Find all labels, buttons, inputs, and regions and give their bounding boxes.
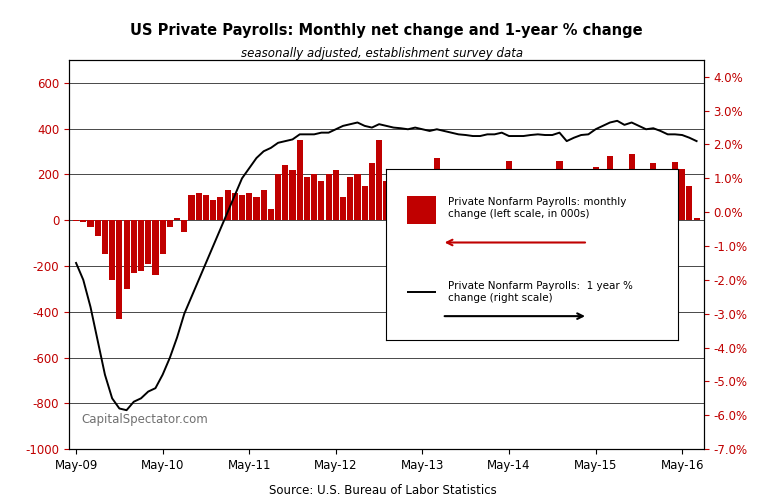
Bar [217, 197, 223, 220]
Bar [311, 174, 317, 220]
Bar [239, 195, 245, 220]
Bar [636, 199, 642, 220]
Bar [289, 170, 295, 220]
Bar [73, 220, 79, 221]
Bar [109, 220, 116, 279]
Bar [275, 174, 282, 220]
Bar [484, 170, 490, 220]
Bar [181, 220, 187, 232]
Bar [390, 200, 396, 220]
Bar [369, 163, 375, 220]
Bar [528, 174, 534, 220]
Bar [326, 174, 332, 220]
Bar [167, 220, 173, 227]
Bar [138, 220, 144, 270]
Bar [232, 193, 238, 220]
Bar [600, 172, 606, 220]
Bar [282, 165, 288, 220]
Bar [607, 156, 613, 220]
Bar [116, 220, 122, 318]
Bar [549, 182, 555, 220]
Bar [585, 170, 591, 220]
Bar [448, 178, 454, 220]
Bar [376, 140, 382, 220]
Bar [80, 220, 86, 223]
Bar [188, 195, 194, 220]
Text: seasonally adjusted, establishment survey data: seasonally adjusted, establishment surve… [242, 47, 523, 60]
Bar [564, 204, 570, 220]
Bar [398, 182, 404, 220]
Bar [614, 174, 620, 220]
Bar [196, 193, 202, 220]
Bar [513, 170, 519, 220]
Bar [333, 170, 339, 220]
Bar [535, 170, 541, 220]
Bar [152, 220, 158, 275]
Bar [102, 220, 108, 254]
Bar [593, 168, 599, 220]
Bar [499, 179, 505, 220]
Bar [340, 197, 346, 220]
Bar [520, 176, 526, 220]
Bar [87, 220, 93, 227]
Text: CapitalSpectator.com: CapitalSpectator.com [82, 413, 208, 426]
Bar [318, 181, 324, 220]
Bar [174, 218, 180, 220]
Bar [297, 140, 303, 220]
Bar [253, 197, 259, 220]
Bar [542, 178, 549, 220]
Bar [629, 154, 635, 220]
Bar [160, 220, 166, 254]
Bar [347, 177, 353, 220]
Bar [571, 172, 577, 220]
Bar [131, 220, 137, 273]
Bar [491, 176, 497, 220]
Bar [679, 169, 685, 220]
Bar [210, 200, 216, 220]
Bar [578, 174, 584, 220]
Bar [304, 177, 310, 220]
Bar [556, 161, 562, 220]
Bar [123, 220, 129, 289]
Bar [650, 163, 656, 220]
Bar [694, 218, 700, 220]
Bar [506, 161, 512, 220]
Bar [621, 176, 627, 220]
Bar [441, 174, 447, 220]
Bar [261, 191, 267, 220]
Bar [383, 181, 389, 220]
Bar [427, 170, 433, 220]
Bar [246, 193, 252, 220]
Bar [268, 209, 274, 220]
Bar [643, 177, 649, 220]
Title: US Private Payrolls: Monthly net change and 1-year % change: US Private Payrolls: Monthly net change … [130, 23, 643, 38]
Bar [145, 220, 151, 263]
Text: Source: U.S. Bureau of Labor Statistics: Source: U.S. Bureau of Labor Statistics [269, 484, 496, 497]
Bar [203, 195, 209, 220]
Bar [405, 178, 411, 220]
Bar [412, 180, 418, 220]
Bar [419, 179, 425, 220]
Bar [477, 178, 483, 220]
Bar [224, 191, 231, 220]
Bar [95, 220, 101, 236]
Bar [665, 184, 671, 220]
Bar [470, 178, 476, 220]
Bar [657, 171, 663, 220]
Bar [434, 158, 440, 220]
Bar [455, 182, 461, 220]
Bar [354, 174, 360, 220]
Bar [672, 162, 678, 220]
Bar [362, 186, 368, 220]
Bar [686, 186, 692, 220]
Bar [463, 180, 469, 220]
